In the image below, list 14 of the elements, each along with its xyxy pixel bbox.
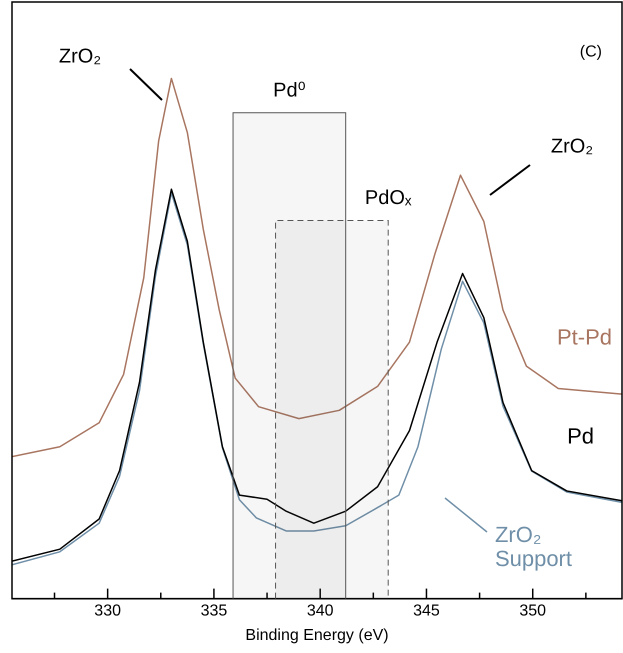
x-tick-label: 330: [94, 602, 122, 620]
x-tick-label: 350: [519, 602, 546, 620]
series-label: ZrO₂ Support: [494, 522, 572, 572]
x-tick-label: 340: [306, 602, 334, 620]
text: (C): [580, 43, 602, 60]
x-axis-title: Binding Energy (eV): [245, 626, 389, 644]
band-label: Pd⁰: [273, 79, 306, 102]
x-tick-label: 345: [413, 602, 440, 620]
text: ZrO₂: [58, 46, 102, 68]
series-label: Pt-Pd: [556, 324, 612, 350]
x-tick-label: 335: [200, 602, 228, 620]
band-label: PdOₓ: [364, 186, 412, 209]
annotation: ZrO₂: [550, 136, 594, 158]
series-label: Pd: [567, 423, 594, 448]
